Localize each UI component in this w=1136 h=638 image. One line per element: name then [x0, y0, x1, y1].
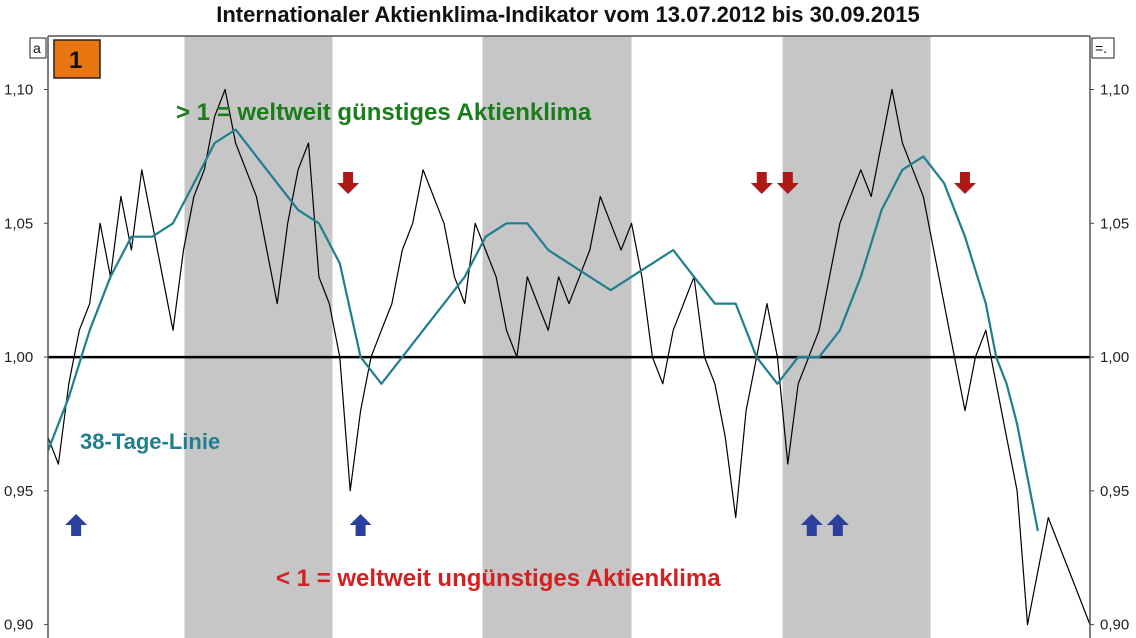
panel-badge-label: 1	[69, 47, 82, 74]
y-tick-label-left-2: 1,00	[4, 349, 33, 366]
arrow-down-icon-7	[953, 172, 976, 194]
y-tick-label-right-0: 0,90	[1100, 617, 1129, 634]
annotation-unfavorable: < 1 = weltweit ungünstiges Aktienklima	[276, 565, 721, 592]
y-tick-label-left-4: 1,10	[4, 82, 33, 99]
arrow-down-icon-4	[337, 172, 360, 194]
shaded-band-1	[482, 36, 632, 638]
arrow-down-icon-5	[750, 172, 773, 194]
shaded-band-0	[184, 36, 333, 638]
annotation-favorable: > 1 = weltweit günstiges Aktienklima	[176, 99, 592, 126]
chart-title: Internationaler Aktienklima-Indikator vo…	[216, 2, 920, 27]
y-tick-label-left-1: 0,95	[4, 483, 33, 500]
series-indicator-line	[47, 88, 1091, 626]
shaded-bands	[184, 36, 931, 638]
y-tick-label-right-2: 1,00	[1100, 349, 1129, 366]
corner-box-right[interactable]	[1091, 37, 1115, 59]
y-tick-label-left-0: 0,90	[4, 617, 33, 634]
y-tick-label-right-1: 0,95	[1100, 483, 1129, 500]
corner-label-right: =.	[1095, 40, 1107, 56]
signal-arrows	[65, 172, 976, 536]
y-tick-label-left-3: 1,05	[4, 215, 33, 232]
corner-label-left: a	[33, 40, 41, 56]
arrow-up-icon-2	[800, 514, 823, 536]
arrow-up-icon-0	[65, 514, 88, 536]
y-tick-label-right-3: 1,05	[1100, 215, 1129, 232]
arrow-up-icon-3	[826, 514, 849, 536]
panel-badge	[53, 39, 101, 79]
corner-box-left[interactable]	[29, 37, 47, 59]
shaded-band-2	[782, 36, 931, 638]
y-tick-labels: 0,90 0,90 0,95 0,95 1,00 1,00 1,05 1,05 1,10 1,10	[4, 82, 1129, 634]
series-moving-average-line	[46, 128, 1039, 532]
y-tick-label-right-4: 1,10	[1100, 82, 1129, 99]
legend-moving-average: 38-Tage-Linie	[80, 429, 220, 454]
arrow-up-icon-1	[349, 514, 372, 536]
arrow-down-icon-6	[776, 172, 799, 194]
series-layer	[46, 88, 1091, 626]
